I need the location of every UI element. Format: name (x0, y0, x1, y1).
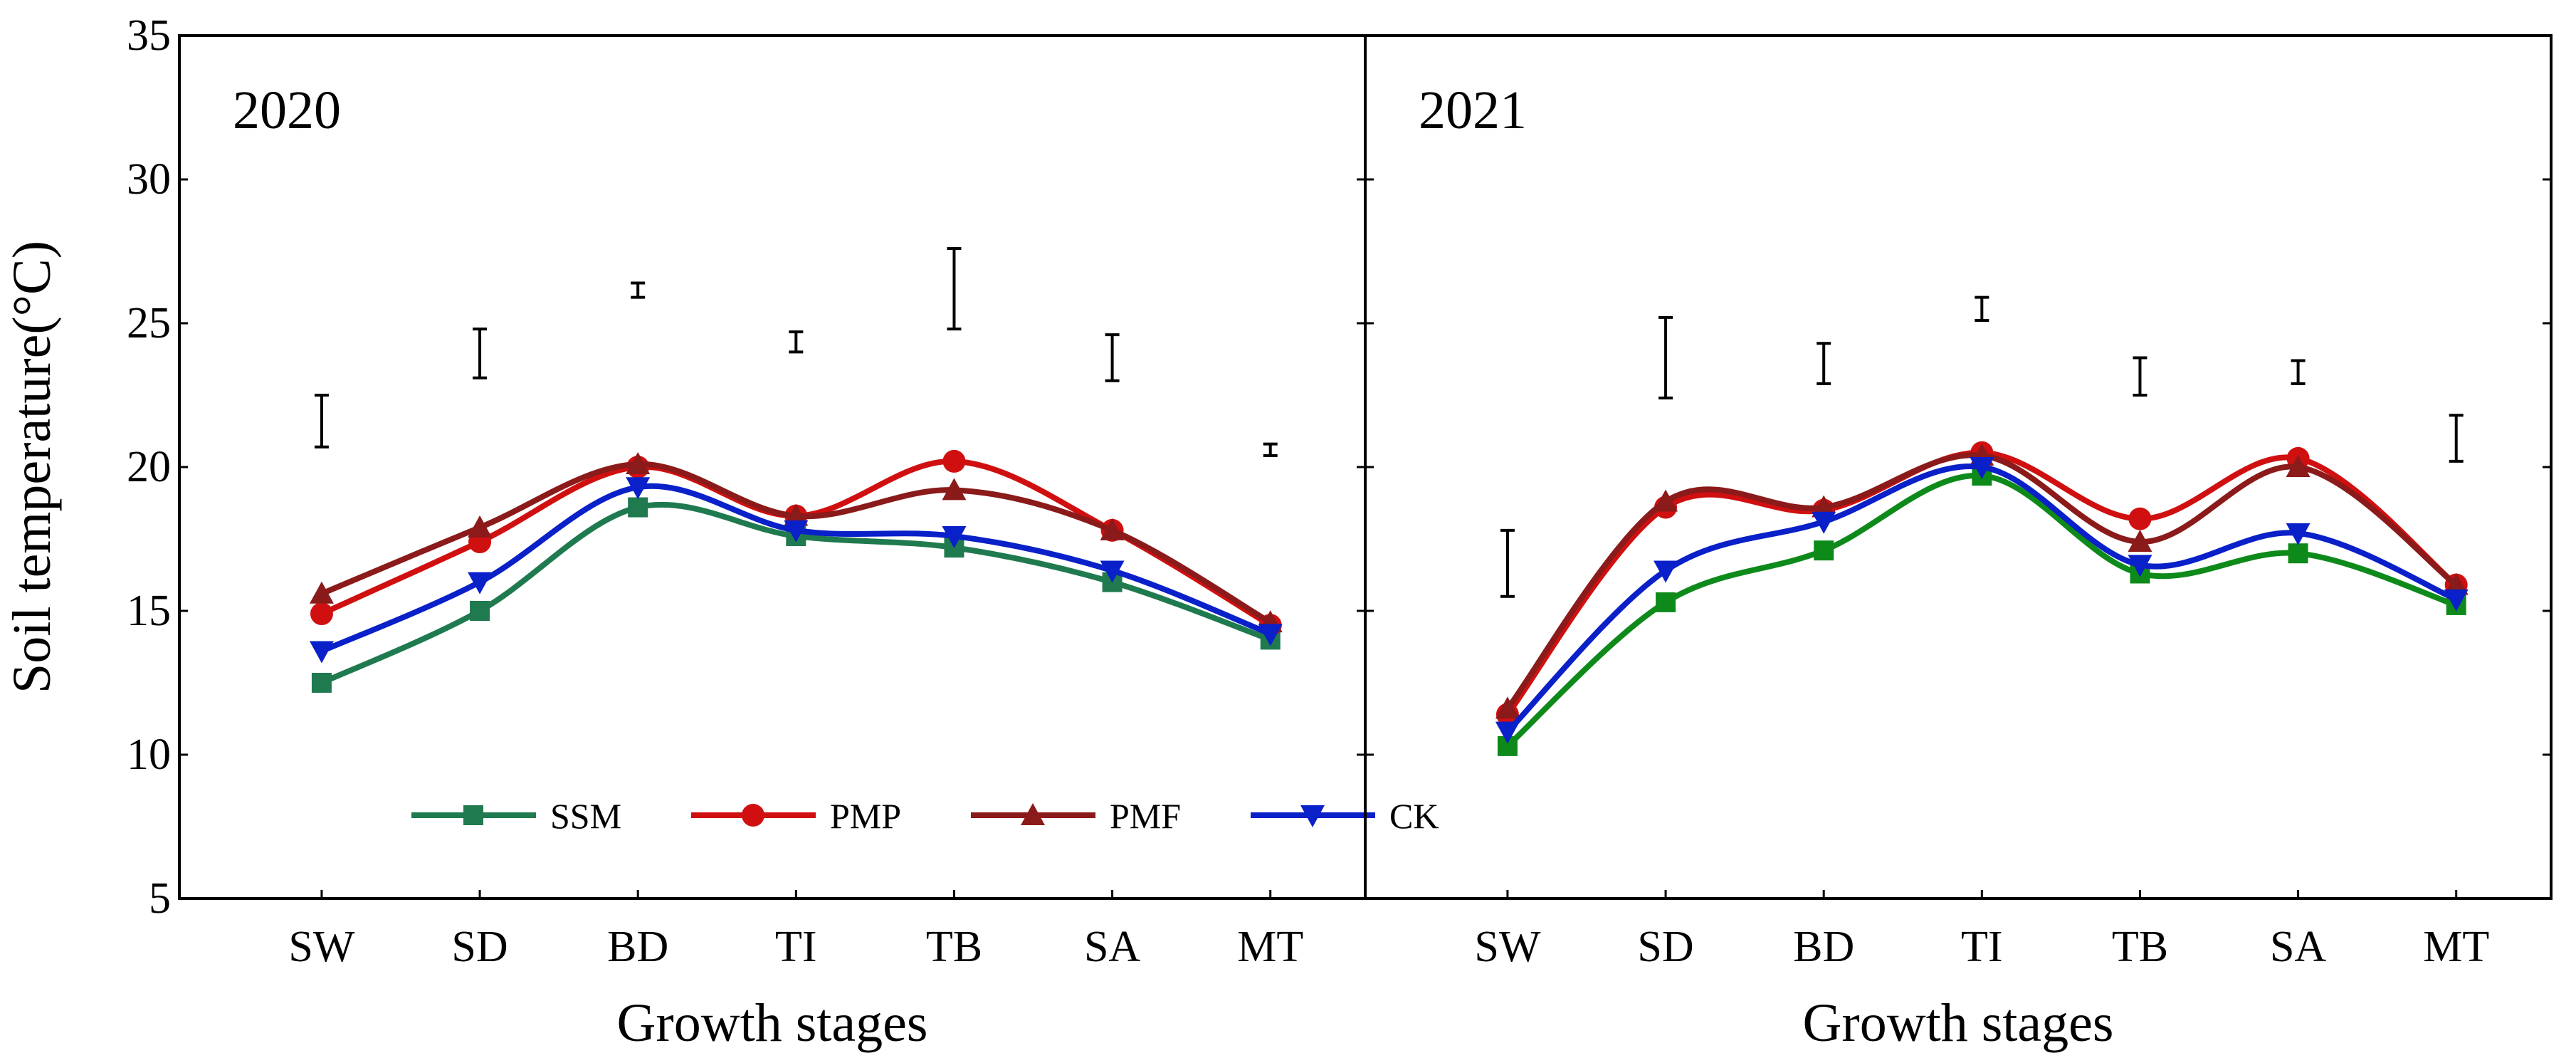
y-tick-label: 15 (127, 587, 171, 635)
data-point-ssm (2288, 543, 2308, 564)
data-point-ssm (311, 673, 332, 693)
data-point-pmf (309, 581, 334, 604)
legend-label: PMP (830, 796, 901, 836)
y-tick-label: 5 (149, 874, 171, 923)
data-point-ck (468, 572, 493, 595)
x-tick-label: TI (775, 923, 817, 971)
legend-marker-ck (1300, 805, 1325, 827)
data-point-ssm (470, 601, 490, 621)
panel-title: 2021 (1419, 80, 1527, 140)
y-tick-label: 30 (127, 155, 171, 204)
data-point-ck (1100, 560, 1125, 583)
x-tick-label: MT (2423, 923, 2489, 971)
x-tick-label: SA (1084, 923, 1140, 971)
data-point-pmf (1654, 489, 1678, 512)
data-point-pmf (2128, 530, 2152, 552)
data-point-pmf (1100, 518, 1125, 540)
data-point-ck (309, 641, 334, 664)
data-point-ck (1495, 721, 1520, 744)
data-point-ck (2128, 555, 2152, 577)
y-tick-label: 25 (127, 299, 171, 347)
legend-label: PMF (1110, 796, 1181, 836)
legend-marker-pmp (742, 804, 764, 827)
x-tick-label: SW (1474, 923, 1540, 971)
y-tick-label: 10 (127, 730, 171, 779)
data-point-pmp (2128, 507, 2152, 530)
x-axis-title: Growth stages (1803, 993, 2114, 1053)
data-point-ck (1970, 457, 1994, 479)
x-tick-label: SD (1637, 923, 1693, 971)
y-axis-title: Soil temperature(°C) (2, 241, 62, 693)
data-point-ck (942, 525, 967, 548)
data-point-ssm (1814, 540, 1834, 561)
data-point-pmf (1495, 696, 1520, 719)
legend-label: CK (1389, 796, 1439, 836)
data-point-ck (1258, 624, 1283, 646)
data-point-ssm (1656, 592, 1676, 612)
data-point-pmf (942, 478, 967, 501)
panel-frame (178, 34, 1367, 900)
data-point-ck (784, 520, 809, 543)
x-tick-label: BD (607, 923, 668, 971)
x-tick-label: SA (2270, 923, 2326, 971)
y-tick-label: 35 (127, 11, 171, 60)
data-point-pmp (310, 602, 333, 626)
legend-marker-pmf (1021, 803, 1045, 825)
panel-title: 2020 (233, 80, 341, 140)
series-line-ck (1505, 463, 2458, 734)
x-axis-title: Growth stages (617, 993, 928, 1053)
x-tick-label: TI (1961, 923, 2003, 971)
data-point-pmf (2286, 455, 2310, 477)
data-point-ck (2444, 589, 2469, 612)
data-point-ssm (628, 497, 648, 518)
data-point-pmf (468, 515, 493, 538)
x-tick-label: BD (1793, 923, 1854, 971)
data-point-pmp (942, 449, 966, 473)
x-tick-label: TB (2112, 923, 2168, 971)
data-point-ck (626, 477, 651, 500)
data-point-ck (1812, 511, 1836, 534)
x-tick-label: TB (926, 923, 982, 971)
legend-label: SSM (550, 796, 621, 836)
x-tick-label: SD (451, 923, 508, 971)
data-point-pmf (626, 451, 651, 474)
x-tick-label: MT (1237, 923, 1303, 971)
x-tick-label: SW (288, 923, 354, 971)
legend-marker-ssm (463, 805, 483, 825)
data-point-ck (2286, 523, 2310, 545)
data-point-ck (1654, 560, 1678, 583)
y-tick-label: 20 (127, 443, 171, 491)
